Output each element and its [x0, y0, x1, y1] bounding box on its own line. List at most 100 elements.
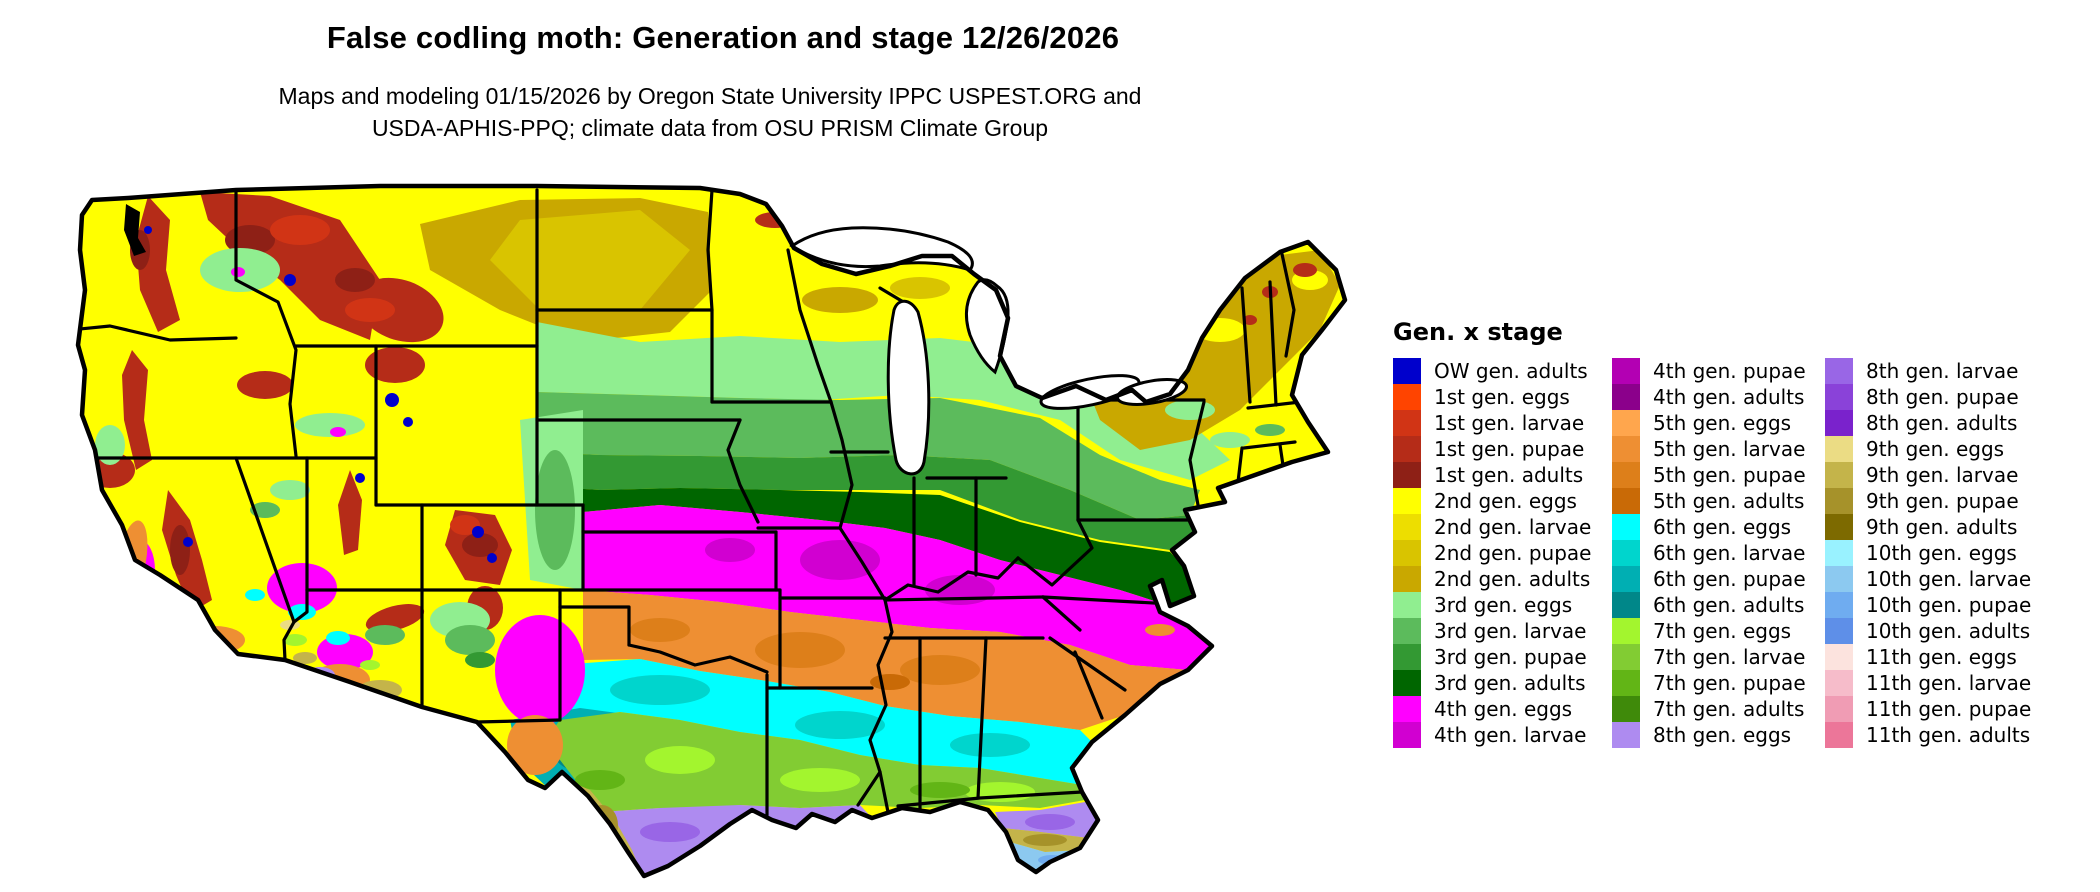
- legend-item: 2nd gen. eggs: [1393, 488, 1591, 514]
- legend-swatch: [1612, 488, 1640, 514]
- legend-item-label: 6th gen. adults: [1653, 593, 1805, 617]
- legend-swatch: [1612, 384, 1640, 410]
- subtitle-line-2: USDA-APHIS-PPQ; climate data from OSU PR…: [371, 115, 1049, 141]
- legend-item: 5th gen. eggs: [1612, 410, 1806, 436]
- legend-item-label: 3rd gen. larvae: [1434, 619, 1587, 643]
- legend-swatch: [1612, 592, 1640, 618]
- legend-item: 9th gen. pupae: [1825, 488, 2031, 514]
- legend-item: 6th gen. pupae: [1612, 566, 1806, 592]
- legend-swatch: [1393, 670, 1421, 696]
- legend-swatch: [1393, 566, 1421, 592]
- legend-item-label: 10th gen. eggs: [1866, 541, 2017, 565]
- legend-swatch: [1825, 358, 1853, 384]
- legend-item-label: OW gen. adults: [1434, 359, 1588, 383]
- legend-column: 4th gen. pupae 4th gen. adults 5th gen. eg…: [1612, 358, 1806, 748]
- legend-item-label: 11th gen. larvae: [1866, 671, 2032, 695]
- legend-swatch: [1612, 670, 1640, 696]
- lake-superior: [789, 226, 974, 272]
- legend-swatch: [1612, 540, 1640, 566]
- legend-item: 2nd gen. pupae: [1393, 540, 1591, 566]
- legend-item: 11th gen. pupae: [1825, 696, 2031, 722]
- legend-swatch: [1825, 566, 1853, 592]
- legend-swatch: [1612, 696, 1640, 722]
- legend-item-label: 3rd gen. pupae: [1434, 645, 1587, 669]
- legend-swatch: [1393, 436, 1421, 462]
- legend-item-label: 9th gen. pupae: [1866, 489, 2019, 513]
- legend-item: 1st gen. adults: [1393, 462, 1591, 488]
- legend-item: 7th gen. eggs: [1612, 618, 1806, 644]
- legend-item: 7th gen. adults: [1612, 696, 1806, 722]
- legend-swatch: [1612, 462, 1640, 488]
- legend-item-label: 4th gen. larvae: [1434, 723, 1587, 747]
- legend-item-label: 5th gen. adults: [1653, 489, 1805, 513]
- legend-item: 2nd gen. adults: [1393, 566, 1591, 592]
- legend-swatch: [1393, 358, 1421, 384]
- legend-item-label: 3rd gen. adults: [1434, 671, 1586, 695]
- legend-swatch: [1825, 644, 1853, 670]
- legend-item: 11th gen. larvae: [1825, 670, 2031, 696]
- map-band-7th-gen: [545, 712, 1085, 812]
- legend-item-label: 11th gen. pupae: [1866, 697, 2032, 721]
- lake-michigan: [886, 299, 931, 476]
- legend-item: 11th gen. adults: [1825, 722, 2031, 748]
- legend-item-label: 8th gen. eggs: [1653, 723, 1792, 747]
- legend-item-label: 3rd gen. eggs: [1434, 593, 1573, 617]
- legend-item-label: 6th gen. larvae: [1653, 541, 1806, 565]
- legend-swatch: [1825, 462, 1853, 488]
- us-map-svg: [75, 183, 1348, 879]
- legend-item: 3rd gen. eggs: [1393, 592, 1591, 618]
- legend-item-label: 6th gen. eggs: [1653, 515, 1792, 539]
- page-subtitle: Maps and modeling 01/15/2026 by Oregon S…: [150, 80, 1270, 144]
- legend-swatch: [1393, 722, 1421, 748]
- us-map: [40, 160, 1360, 890]
- map-band-11th-gen-keys: [1001, 872, 1009, 876]
- legend-item-label: 9th gen. eggs: [1866, 437, 2005, 461]
- legend-item-label: 9th gen. larvae: [1866, 463, 2019, 487]
- legend-swatch: [1825, 722, 1853, 748]
- legend-item-label: 8th gen. pupae: [1866, 385, 2019, 409]
- legend-item: 3rd gen. pupae: [1393, 644, 1591, 670]
- legend-item-label: 5th gen. pupae: [1653, 463, 1806, 487]
- legend-swatch: [1825, 384, 1853, 410]
- legend-item: 10th gen. pupae: [1825, 592, 2031, 618]
- legend-item: 5th gen. larvae: [1612, 436, 1806, 462]
- legend-item-label: 8th gen. larvae: [1866, 359, 2019, 383]
- legend-swatch: [1825, 592, 1853, 618]
- legend-item: 9th gen. eggs: [1825, 436, 2031, 462]
- legend-swatch: [1393, 410, 1421, 436]
- legend-item: 11th gen. eggs: [1825, 644, 2031, 670]
- legend-column: OW gen. adults 1st gen. eggs 1st gen. larv…: [1393, 358, 1591, 748]
- legend-item: 8th gen. larvae: [1825, 358, 2031, 384]
- legend-item-label: 11th gen. adults: [1866, 723, 2031, 747]
- legend-swatch: [1612, 566, 1640, 592]
- legend-swatch: [1825, 514, 1853, 540]
- us-outline: [75, 183, 1348, 879]
- legend-item-label: 5th gen. eggs: [1653, 411, 1792, 435]
- legend-swatch: [1393, 462, 1421, 488]
- legend-item-label: 10th gen. pupae: [1866, 593, 2032, 617]
- legend-item-label: 2nd gen. larvae: [1434, 515, 1592, 539]
- legend-item: 4th gen. larvae: [1393, 722, 1591, 748]
- legend-swatch: [1612, 436, 1640, 462]
- legend-item: 10th gen. adults: [1825, 618, 2031, 644]
- legend-item: 4th gen. pupae: [1612, 358, 1806, 384]
- legend-swatch: [1393, 592, 1421, 618]
- map-band-3rd-gen-pupae: [537, 452, 1195, 550]
- legend-swatch: [1612, 618, 1640, 644]
- legend-item-label: 1st gen. adults: [1434, 463, 1584, 487]
- legend-swatch: [1393, 514, 1421, 540]
- legend-item: 2nd gen. larvae: [1393, 514, 1591, 540]
- legend-item: 9th gen. larvae: [1825, 462, 2031, 488]
- legend-swatch: [1825, 488, 1853, 514]
- legend-item: 1st gen. larvae: [1393, 410, 1591, 436]
- subtitle-line-1: Maps and modeling 01/15/2026 by Oregon S…: [278, 83, 1142, 109]
- map-band-2nd-gen-adults: [420, 198, 950, 342]
- state-borders: [78, 188, 1302, 817]
- legend-swatch: [1825, 696, 1853, 722]
- legend-item: 3rd gen. adults: [1393, 670, 1591, 696]
- legend-item: 6th gen. eggs: [1612, 514, 1806, 540]
- legend-swatch: [1393, 540, 1421, 566]
- legend-item: 6th gen. larvae: [1612, 540, 1806, 566]
- map-band-3rd-gen-adults: [537, 486, 1192, 606]
